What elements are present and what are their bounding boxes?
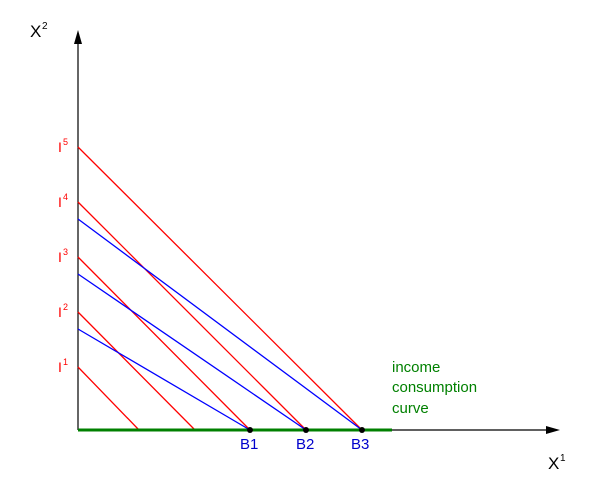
curve-label: income consumption curve xyxy=(392,359,477,417)
budget-line-2 xyxy=(77,273,307,431)
indifference-line-3 xyxy=(77,256,251,431)
budget-point-b1 xyxy=(247,427,253,433)
indifference-label-3-sup: 3 xyxy=(63,247,68,257)
y-axis-label-sup: 2 xyxy=(42,21,48,32)
y-axis: X 2 xyxy=(30,21,82,430)
x-axis-arrow xyxy=(546,426,560,434)
x-axis-label-sup: 1 xyxy=(560,453,566,464)
budget-label-b3: B3 xyxy=(351,436,369,453)
budget-line-3 xyxy=(77,218,363,431)
x-axis: X 1 xyxy=(78,426,566,473)
indifference-line-1 xyxy=(77,366,140,431)
y-axis-arrow xyxy=(74,30,82,44)
budget-point-b2 xyxy=(303,427,309,433)
budget-points xyxy=(247,427,365,433)
indifference-label-2: I xyxy=(58,304,62,320)
indifference-line-5 xyxy=(77,146,363,431)
indifference-label-4: I xyxy=(58,194,62,210)
budget-labels: B1 B2 B3 xyxy=(240,436,369,453)
budget-label-b2: B2 xyxy=(296,436,314,453)
curve-label-line-1: income xyxy=(392,359,440,376)
indifference-label-2-sup: 2 xyxy=(63,302,68,312)
budget-label-b1: B1 xyxy=(240,436,258,453)
indifference-label-1: I xyxy=(58,359,62,375)
curve-label-line-2: consumption xyxy=(392,379,477,396)
budget-line-1 xyxy=(77,328,251,431)
indifference-label-5: I xyxy=(58,139,62,155)
indifference-line-2 xyxy=(77,311,196,431)
indifference-label-5-sup: 5 xyxy=(63,137,68,147)
indifference-line-4 xyxy=(77,201,307,431)
indifference-labels: I 1 I 2 I 3 I 4 I 5 xyxy=(58,137,68,375)
indifference-label-4-sup: 4 xyxy=(63,192,68,202)
y-axis-label: X xyxy=(30,22,41,41)
indifference-label-3: I xyxy=(58,249,62,265)
x-axis-label: X xyxy=(548,454,559,473)
budget-lines xyxy=(77,218,363,431)
indifference-label-1-sup: 1 xyxy=(63,357,68,367)
budget-point-b3 xyxy=(359,427,365,433)
indifference-lines xyxy=(77,146,363,431)
curve-label-line-3: curve xyxy=(392,400,429,417)
